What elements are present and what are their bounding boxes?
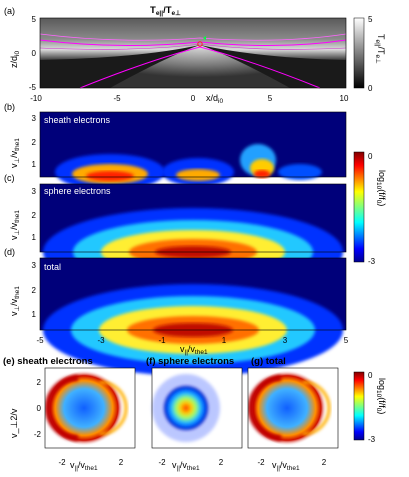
axes-c: [39, 183, 347, 253]
axes-b: [39, 111, 347, 178]
tick-a-y-0: 5: [32, 15, 37, 24]
tick-e-y-1: 0: [37, 404, 42, 413]
inpanel-label-b: sheath electrons: [44, 115, 111, 125]
tick-c-y-2: 1: [32, 233, 37, 242]
tick-d-x-4: 3: [283, 336, 288, 345]
tick-e-y-0: 2: [37, 378, 42, 387]
tick-b-y-1: 2: [32, 138, 37, 147]
tick-a-x-0: -10: [30, 94, 42, 103]
axes-g: [247, 367, 339, 449]
tick-d-x-5: 5: [344, 336, 349, 345]
tick-cb-b-0: 0: [368, 152, 373, 161]
tick-d-y-1: 2: [32, 286, 37, 295]
tick-a-y-2: -5: [29, 83, 37, 92]
panel-label-a: (a): [4, 6, 15, 16]
tick-g-x-0: -2: [257, 458, 265, 467]
heatmap-g: [248, 368, 338, 448]
tick-d-x-3: 1: [222, 336, 227, 345]
tick-cb-b-1: -3: [368, 257, 376, 266]
axis-label-b-y: v⊥/vthe1: [9, 138, 21, 168]
heatmap-f: [152, 368, 242, 448]
tick-g-x-2: 2: [322, 458, 327, 467]
tick-a-x-3: 5: [268, 94, 273, 103]
tick-cb-e-1: -3: [368, 435, 376, 444]
axis-label-a-y: z/di0: [9, 51, 21, 68]
panel-title-g: (g) total: [251, 356, 286, 367]
tick-d-x-0: -5: [36, 336, 44, 345]
tick-d-y-0: 3: [32, 261, 37, 270]
axis-label-e-y: v_⊥2/v: [9, 408, 19, 438]
axis-label-a-x: x/di0: [206, 93, 223, 105]
tick-d-y-2: 1: [32, 310, 37, 319]
panel-label-d: (d): [4, 247, 15, 257]
tick-a-y-1: 0: [32, 49, 37, 58]
panel-title-e: (e) sheath electrons: [3, 356, 93, 367]
axis-label-c-y: v⊥/vthe1: [9, 210, 21, 240]
tick-b-y-0: 3: [32, 114, 37, 123]
axes-a: [39, 17, 347, 89]
inpanel-label-d: total: [44, 262, 61, 272]
tick-c-y-0: 3: [32, 187, 37, 196]
axis-label-d-x: v||/vthe1: [180, 344, 208, 356]
panel-label-c: (c): [4, 173, 15, 183]
heatmap-b: [40, 112, 346, 190]
axis-label-f-x: v||/vthe1: [172, 460, 200, 472]
tick-a-x-4: 10: [340, 94, 349, 103]
colorbar-efg: [353, 371, 365, 441]
tick-a-x-1: -5: [113, 94, 121, 103]
tick-cb-a-0: 5: [368, 15, 373, 24]
tick-e-x-2: 2: [119, 458, 124, 467]
tick-f-x-2: 2: [219, 458, 224, 467]
axis-label-g-x: v||/vthe1: [272, 460, 300, 472]
tick-c-y-1: 2: [32, 211, 37, 220]
colorbar-label-a: Te||/Te⊥: [374, 34, 386, 64]
tick-e-y-2: -2: [34, 430, 42, 439]
tick-a-x-2: 0: [191, 94, 196, 103]
tick-d-x-2: -1: [158, 336, 166, 345]
axes-e: [44, 367, 136, 449]
heatmap-a: [39, 18, 347, 89]
tick-b-y-2: 1: [32, 160, 37, 169]
panel-title-f: (f) sphere electrons: [146, 356, 234, 367]
heatmap-e: [45, 368, 135, 448]
colorbar-a: [353, 17, 365, 89]
tick-d-x-1: -3: [97, 336, 105, 345]
tick-cb-e-0: 0: [368, 371, 373, 380]
axes-d: [39, 257, 347, 331]
axes-f: [151, 367, 243, 449]
panel-label-b: (b): [4, 102, 15, 112]
tick-cb-a-1: 0: [368, 84, 373, 93]
axis-label-e-x: v||/vthe1: [70, 460, 98, 472]
colorbar-label-bcd: log10(f/f0): [375, 170, 387, 206]
colorbar-bcd: [353, 151, 365, 263]
panel-title-a: Te||/Te⊥: [150, 5, 181, 17]
axis-label-d-y: v⊥/vthe1: [9, 286, 21, 316]
tick-e-x-0: -2: [58, 458, 66, 467]
colorbar-label-efg: log10(f/f0): [375, 378, 387, 414]
inpanel-label-c: sphere electrons: [44, 186, 111, 196]
tick-f-x-0: -2: [158, 458, 166, 467]
